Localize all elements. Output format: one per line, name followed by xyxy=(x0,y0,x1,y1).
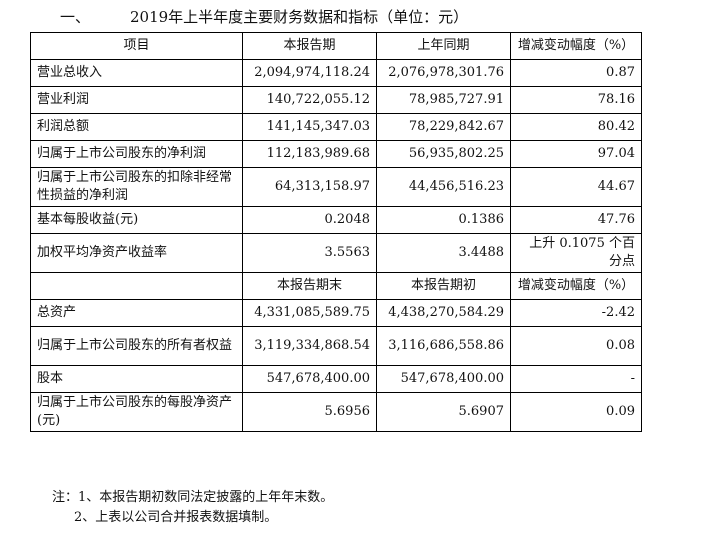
table-row: 营业利润 140,722,055.12 78,985,727.91 78.16 xyxy=(30,86,642,114)
cell-change: 0.87 xyxy=(510,59,642,87)
cell-current: 0.2048 xyxy=(242,206,377,234)
cell-prior: 3.4488 xyxy=(376,233,511,273)
cell-change: - xyxy=(510,365,642,393)
row-label: 加权平均净资产收益率 xyxy=(30,233,243,273)
cell-change: 78.16 xyxy=(510,86,642,114)
cell-change: 0.08 xyxy=(510,326,642,366)
cell-current: 2,094,974,118.24 xyxy=(242,59,377,87)
header-current-period: 本报告期 xyxy=(242,32,377,60)
subheader-period-start: 本报告期初 xyxy=(376,272,511,300)
financial-table: 项目 本报告期 上年同期 增减变动幅度（%） 营业总收入 2,094,974,1… xyxy=(30,32,642,432)
cell-period-end: 5.6956 xyxy=(242,392,377,432)
cell-period-start: 5.6907 xyxy=(376,392,511,432)
table-row: 基本每股收益(元) 0.2048 0.1386 47.76 xyxy=(30,206,642,234)
note-2: 2、上表以公司合并报表数据填制。 xyxy=(74,510,278,525)
cell-period-start: 547,678,400.00 xyxy=(376,365,511,393)
cell-current: 112,183,989.68 xyxy=(242,140,377,168)
note-1: 注：1、本报告期初数同法定披露的上年年末数。 xyxy=(52,490,334,505)
section-title: 2019年上半年度主要财务数据和指标（单位：元） xyxy=(130,8,469,26)
cell-change: 上升 0.1075 个百分点 xyxy=(510,233,642,273)
cell-change: 97.04 xyxy=(510,140,642,168)
header-prior-period: 上年同期 xyxy=(376,32,511,60)
cell-change: 0.09 xyxy=(510,392,642,432)
cell-prior: 44,456,516.23 xyxy=(376,167,511,207)
row-label: 利润总额 xyxy=(30,113,243,141)
table-row: 总资产 4,331,085,589.75 4,438,270,584.29 -2… xyxy=(30,299,642,327)
section-heading: 一、 2019年上半年度主要财务数据和指标（单位：元） xyxy=(60,6,468,27)
cell-change: 80.42 xyxy=(510,113,642,141)
table-notes: 注：1、本报告期初数同法定披露的上年年末数。 2、上表以公司合并报表数据填制。 xyxy=(52,488,333,528)
table-row: 归属于上市公司股东的所有者权益 3,119,334,868.54 3,116,6… xyxy=(30,326,642,366)
cell-change: 47.76 xyxy=(510,206,642,234)
table-row: 利润总额 141,145,347.03 78,229,842.67 80.42 xyxy=(30,113,642,141)
cell-period-end: 547,678,400.00 xyxy=(242,365,377,393)
subheader-change-pct: 增减变动幅度（%） xyxy=(510,272,642,300)
table-row: 营业总收入 2,094,974,118.24 2,076,978,301.76 … xyxy=(30,59,642,87)
row-label: 归属于上市公司股东的每股净资产(元) xyxy=(30,392,243,432)
row-label: 股本 xyxy=(30,365,243,393)
cell-prior: 2,076,978,301.76 xyxy=(376,59,511,87)
table-row: 归属于上市公司股东的每股净资产(元) 5.6956 5.6907 0.09 xyxy=(30,392,642,432)
row-label: 归属于上市公司股东的所有者权益 xyxy=(30,326,243,366)
table-row: 股本 547,678,400.00 547,678,400.00 - xyxy=(30,365,642,393)
cell-prior: 78,985,727.91 xyxy=(376,86,511,114)
cell-prior: 78,229,842.67 xyxy=(376,113,511,141)
subheader-blank xyxy=(30,272,243,300)
cell-period-start: 3,116,686,558.86 xyxy=(376,326,511,366)
cell-change: 44.67 xyxy=(510,167,642,207)
cell-current: 64,313,158.97 xyxy=(242,167,377,207)
table-row: 归属于上市公司股东的净利润 112,183,989.68 56,935,802.… xyxy=(30,140,642,168)
cell-current: 141,145,347.03 xyxy=(242,113,377,141)
section-number: 一、 xyxy=(60,8,91,26)
table-row: 归属于上市公司股东的扣除非经常性损益的净利润 64,313,158.97 44,… xyxy=(30,167,642,207)
cell-prior: 56,935,802.25 xyxy=(376,140,511,168)
row-label: 营业总收入 xyxy=(30,59,243,87)
cell-period-end: 4,331,085,589.75 xyxy=(242,299,377,327)
row-label: 总资产 xyxy=(30,299,243,327)
subheader-period-end: 本报告期末 xyxy=(242,272,377,300)
cell-prior: 0.1386 xyxy=(376,206,511,234)
cell-current: 3.5563 xyxy=(242,233,377,273)
cell-period-start: 4,438,270,584.29 xyxy=(376,299,511,327)
cell-current: 140,722,055.12 xyxy=(242,86,377,114)
row-label: 营业利润 xyxy=(30,86,243,114)
row-label: 归属于上市公司股东的净利润 xyxy=(30,140,243,168)
row-label: 基本每股收益(元) xyxy=(30,206,243,234)
table-row: 加权平均净资产收益率 3.5563 3.4488 上升 0.1075 个百分点 xyxy=(30,233,642,273)
row-label: 归属于上市公司股东的扣除非经常性损益的净利润 xyxy=(30,167,243,207)
table-header-row: 项目 本报告期 上年同期 增减变动幅度（%） xyxy=(30,32,642,60)
header-change-pct: 增减变动幅度（%） xyxy=(510,32,642,60)
cell-change: -2.42 xyxy=(510,299,642,327)
table-subheader-row: 本报告期末 本报告期初 增减变动幅度（%） xyxy=(30,272,642,300)
cell-period-end: 3,119,334,868.54 xyxy=(242,326,377,366)
header-item: 项目 xyxy=(30,32,243,60)
